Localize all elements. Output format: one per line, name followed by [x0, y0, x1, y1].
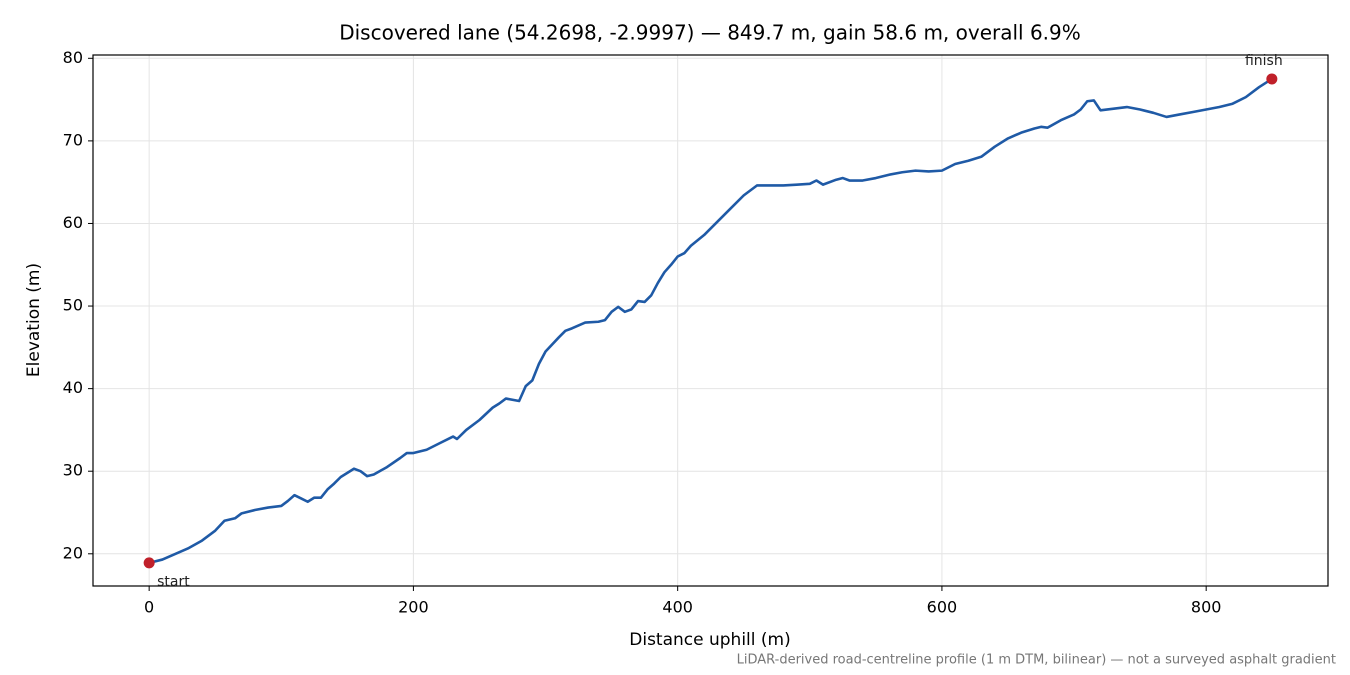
x-axis-label: Distance uphill (m)	[629, 630, 790, 650]
x-tick-label: 0	[144, 598, 154, 617]
x-tick-label: 600	[927, 598, 958, 617]
x-tick-label: 200	[398, 598, 429, 617]
footnote: LiDAR-derived road-centreline profile (1…	[737, 653, 1336, 668]
y-tick-label: 60	[63, 213, 83, 232]
y-tick-label: 80	[63, 48, 83, 67]
elevation-line	[148, 77, 1273, 565]
chart-title: Discovered lane (54.2698, -2.9997) — 849…	[339, 21, 1081, 45]
y-tick-label: 50	[63, 296, 83, 315]
annotation: finish	[1245, 53, 1283, 69]
x-tick-label: 400	[662, 598, 693, 617]
y-tick-label: 20	[63, 543, 83, 562]
plot-frame	[92, 54, 1329, 587]
endpoint-marker	[1266, 73, 1278, 85]
y-tick-label: 70	[63, 130, 83, 149]
y-tick-label: 30	[63, 461, 83, 480]
annotation: start	[157, 574, 190, 590]
y-axis-label: Elevation (m)	[24, 263, 44, 377]
x-tick-label: 800	[1191, 598, 1222, 617]
y-tick-label: 40	[63, 378, 83, 397]
endpoint-marker	[143, 557, 155, 569]
